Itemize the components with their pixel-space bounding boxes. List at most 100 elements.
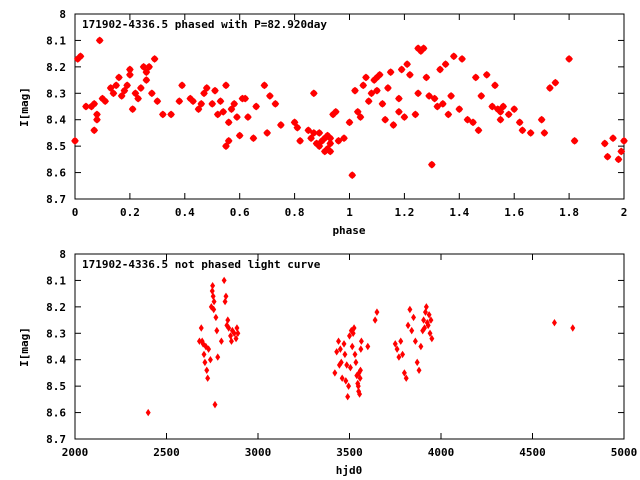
phased-x-tick-label: 0.6 [230, 206, 250, 219]
phased-y-tick-label: 8.1 [46, 34, 66, 47]
phased-light-curve-panel: 171902-4336.5 phased with P=82.920day ph… [18, 8, 628, 237]
data-point [137, 84, 145, 92]
data-point [150, 55, 159, 63]
data-point [463, 115, 472, 124]
data-point [499, 102, 508, 111]
data-point [200, 89, 208, 98]
unphased-chart-title: 171902-4336.5 not phased light curve [82, 258, 321, 271]
data-point [358, 345, 364, 353]
data-point [422, 73, 431, 82]
data-point [422, 324, 428, 332]
unphased-x-tick-label: 2000 [62, 446, 89, 459]
data-point [477, 92, 486, 100]
data-point [540, 129, 549, 137]
unphased-y-ticks: 8 8.1 8.2 8.3 8.4 8.5 8.6 8.7 [46, 248, 624, 446]
data-point [488, 102, 497, 111]
data-point [455, 105, 464, 113]
unphased-x-tick-label: 3500 [336, 446, 363, 459]
data-point [115, 73, 123, 82]
data-point [428, 316, 434, 324]
unphased-data-points [145, 276, 576, 417]
unphased-x-tick-label: 4500 [519, 446, 546, 459]
data-point [362, 73, 370, 82]
unphased-x-tick-label: 4000 [428, 446, 455, 459]
data-point [231, 329, 237, 338]
data-point [134, 94, 142, 103]
data-point [386, 68, 395, 76]
data-point [351, 324, 357, 332]
data-point [395, 94, 403, 103]
data-point [222, 142, 230, 150]
data-point [310, 129, 318, 137]
data-point [230, 100, 239, 108]
data-point [389, 121, 398, 129]
data-point [364, 97, 373, 106]
data-point [218, 337, 224, 345]
unphased-y-axis-label: I[mag] [18, 327, 31, 367]
data-point [206, 345, 212, 353]
unphased-y-tick-label: 8.6 [46, 407, 66, 420]
data-point [510, 105, 519, 113]
data-point [120, 86, 129, 95]
data-point [277, 121, 285, 129]
data-point [537, 115, 546, 124]
data-point [347, 363, 353, 372]
data-point [106, 84, 115, 92]
data-point [332, 369, 338, 377]
data-point [444, 110, 453, 119]
phased-y-tick-label: 8.2 [46, 61, 66, 74]
data-point [433, 102, 442, 111]
data-point [126, 70, 134, 79]
data-point [159, 110, 167, 119]
data-point [95, 36, 104, 45]
data-point [411, 110, 420, 119]
phased-y-ticks: 8 8.1 8.2 8.3 8.4 8.5 8.6 8.7 [46, 8, 624, 206]
unphased-x-tick-label: 2500 [153, 446, 180, 459]
data-point [304, 126, 313, 135]
data-point [414, 358, 420, 367]
data-point [515, 118, 524, 127]
phased-y-tick-label: 8.5 [46, 140, 66, 153]
data-point [228, 332, 234, 340]
unphased-x-ticks: 2000 2500 3000 3500 4000 4500 5000 [62, 254, 637, 459]
data-point [359, 81, 368, 90]
data-point [551, 78, 560, 87]
data-point [337, 345, 343, 353]
data-point [496, 115, 505, 124]
phased-plot-frame [74, 13, 625, 200]
data-point [346, 382, 352, 390]
data-point [374, 308, 380, 316]
data-point [145, 408, 151, 417]
unphased-y-tick-label: 8.4 [46, 354, 66, 367]
data-point [441, 60, 450, 69]
data-point [252, 102, 260, 111]
data-point [338, 358, 344, 367]
data-point [518, 126, 527, 135]
phased-y-tick-label: 8.6 [46, 167, 66, 180]
data-point [398, 337, 404, 345]
phased-x-tick-label: 1.8 [559, 206, 579, 219]
phased-x-tick-label: 0 [72, 206, 79, 219]
phased-chart-title: 171902-4336.5 phased with P=82.920day [82, 18, 327, 31]
data-point [412, 337, 418, 345]
data-point [249, 134, 258, 143]
data-point [310, 89, 318, 98]
data-point [343, 377, 349, 385]
data-point [394, 345, 400, 353]
data-point [496, 107, 505, 116]
phased-x-tick-label: 0.2 [120, 206, 140, 219]
data-point [429, 334, 435, 343]
data-point [378, 100, 387, 108]
data-point [421, 316, 427, 324]
data-point [93, 115, 101, 124]
data-point [235, 131, 244, 140]
data-point [326, 139, 335, 148]
data-point [349, 342, 355, 351]
data-point [198, 324, 204, 332]
data-point [266, 92, 274, 100]
data-point [194, 105, 203, 113]
data-point [228, 337, 234, 345]
data-point [221, 276, 227, 285]
data-point [204, 366, 210, 375]
data-point [101, 97, 110, 106]
